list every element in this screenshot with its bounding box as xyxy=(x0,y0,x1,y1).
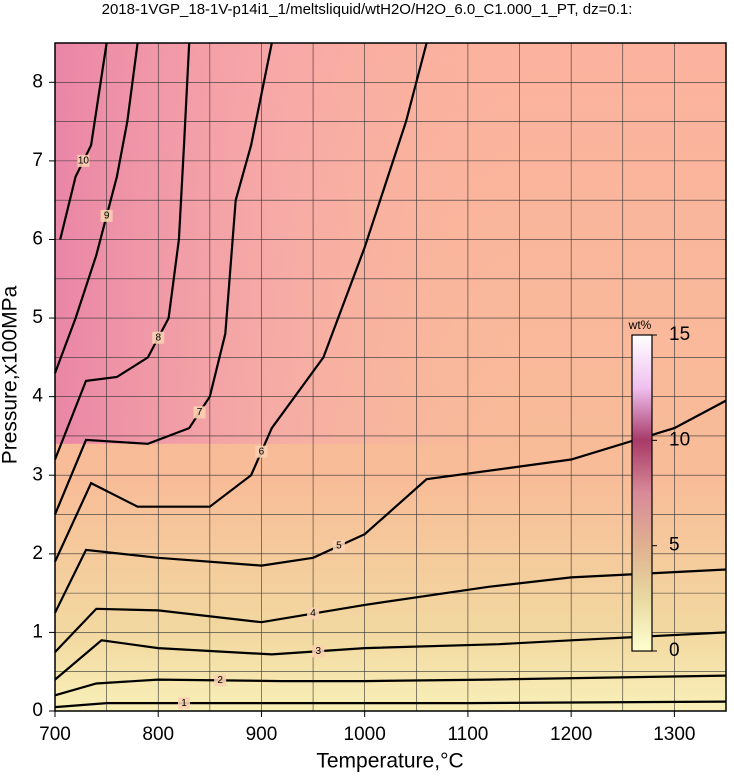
contour-label-bg xyxy=(312,645,325,658)
contour-line xyxy=(54,674,727,697)
contour-line xyxy=(54,700,727,709)
contour-label-bg xyxy=(152,331,165,344)
x-tick-label: 1100 xyxy=(447,724,488,745)
x-tick-label: 900 xyxy=(246,724,278,745)
contour-label-bg xyxy=(178,697,191,710)
x-tick-label: 700 xyxy=(39,724,71,745)
contour-label: 3 xyxy=(315,646,321,657)
x-tick-label: 800 xyxy=(142,724,174,745)
contour-line xyxy=(53,42,273,515)
contour-label: 2 xyxy=(217,675,223,686)
contour-label-bg xyxy=(332,539,345,552)
colorbar-label: wt% xyxy=(628,318,652,332)
x-tick-label: 1000 xyxy=(344,724,386,745)
contour-label: 10 xyxy=(78,156,90,167)
contour-label: 5 xyxy=(336,541,342,552)
contour-label: 8 xyxy=(155,332,161,343)
y-tick-label: 6 xyxy=(32,228,43,249)
x-tick-label: 1200 xyxy=(550,724,592,745)
colorbar-tick-label: 5 xyxy=(669,535,680,556)
y-tick-label: 5 xyxy=(32,307,43,328)
colorbar-tick-label: 15 xyxy=(669,324,690,345)
y-axis-label: Pressure,x100MPa xyxy=(0,285,22,464)
contour-label-bg xyxy=(77,154,90,167)
y-tick-label: 3 xyxy=(32,464,43,485)
contour-label: 4 xyxy=(310,608,316,619)
colorbar-tick-label: 0 xyxy=(669,640,680,661)
contour-label-bg xyxy=(255,445,268,458)
contour-label: 7 xyxy=(197,407,203,418)
contour-label-bg xyxy=(307,607,320,620)
chart-title: 2018-1VGP_18-1V-p14i1_1/meltsliquid/wtH2… xyxy=(102,1,633,18)
contour-label-bg xyxy=(100,209,113,222)
y-tick-label: 0 xyxy=(32,700,43,721)
plot-shade xyxy=(55,43,726,444)
colorbar xyxy=(631,334,653,652)
x-tick-label: 1300 xyxy=(653,724,695,745)
colorbar-tick-label: 10 xyxy=(669,429,690,450)
y-tick-label: 8 xyxy=(32,71,43,92)
y-tick-label: 2 xyxy=(32,543,43,564)
contour-label: 9 xyxy=(104,211,110,222)
y-tick-label: 4 xyxy=(32,386,43,407)
contour-label-bg xyxy=(193,406,206,419)
contour-label: 6 xyxy=(259,446,265,457)
plot-frame xyxy=(54,42,727,712)
contour-label-bg xyxy=(214,674,227,687)
y-tick-label: 7 xyxy=(32,150,43,171)
x-axis-label: Temperature,°C xyxy=(316,750,463,773)
contour-label: 1 xyxy=(181,698,187,709)
y-tick-label: 1 xyxy=(32,621,43,642)
